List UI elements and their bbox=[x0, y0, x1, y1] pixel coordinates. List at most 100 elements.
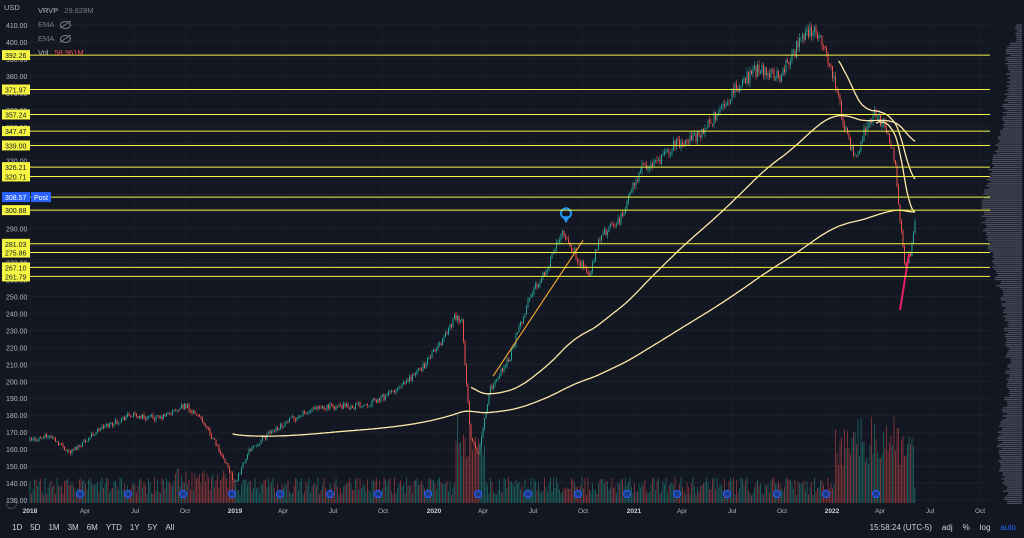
candle-body bbox=[217, 445, 218, 447]
volume-bar bbox=[463, 434, 464, 503]
candle-body bbox=[275, 427, 277, 432]
candle-body bbox=[331, 403, 332, 405]
volume-profile bbox=[981, 24, 1022, 505]
volume-bar bbox=[694, 486, 695, 503]
candle-body bbox=[722, 104, 724, 107]
range-button[interactable]: YTD bbox=[105, 522, 122, 532]
range-button[interactable]: 5Y bbox=[147, 522, 158, 532]
volume-bar bbox=[886, 426, 887, 503]
range-button[interactable]: 3M bbox=[67, 522, 79, 532]
volume-profile-bar bbox=[991, 162, 1022, 165]
log-toggle[interactable]: log bbox=[979, 522, 991, 532]
post-badge bbox=[31, 192, 51, 203]
volume-bar bbox=[610, 487, 611, 503]
candle-body bbox=[313, 408, 314, 410]
volume-bar bbox=[49, 484, 50, 503]
candle-body bbox=[778, 70, 779, 77]
price-tick-label: 380.00 bbox=[6, 74, 28, 81]
volume-bar bbox=[746, 477, 748, 503]
range-button[interactable]: 1D bbox=[12, 522, 23, 532]
volume-bar bbox=[176, 469, 178, 503]
volume-profile-bar bbox=[992, 170, 1022, 173]
volume-bar bbox=[272, 477, 274, 503]
volume-profile-bar bbox=[981, 205, 1022, 207]
volume-bar bbox=[836, 453, 838, 503]
candle-body bbox=[745, 78, 746, 84]
range-button[interactable]: 1M bbox=[48, 522, 60, 532]
volume-profile-bar bbox=[998, 460, 1022, 462]
volume-profile-bar bbox=[1015, 32, 1022, 34]
candle-body bbox=[379, 398, 380, 402]
candle-body bbox=[491, 385, 493, 389]
percent-toggle[interactable]: % bbox=[962, 522, 970, 532]
candle-body bbox=[265, 436, 266, 440]
volume-bar bbox=[140, 478, 142, 503]
volume-bar bbox=[838, 464, 839, 503]
volume-bar bbox=[254, 478, 256, 503]
settings-gear-icon[interactable] bbox=[6, 498, 17, 509]
volume-profile-bar bbox=[1003, 99, 1022, 102]
volume-bar bbox=[200, 483, 202, 503]
adj-toggle[interactable]: adj bbox=[941, 522, 953, 532]
volume-bar bbox=[664, 484, 665, 503]
time-tick-label: 2019 bbox=[228, 508, 243, 515]
candle-body bbox=[796, 41, 797, 58]
auto-toggle[interactable]: auto bbox=[1000, 522, 1016, 532]
candle-body bbox=[437, 344, 439, 350]
range-button[interactable]: 6M bbox=[86, 522, 98, 532]
volume-bar bbox=[152, 493, 154, 503]
legend-ema-1[interactable]: EMA bbox=[38, 18, 93, 32]
level-price-badge bbox=[2, 109, 30, 120]
clock-time[interactable]: 15:58:24 (UTC-5) bbox=[869, 522, 932, 532]
volume-bar bbox=[631, 486, 632, 503]
volume-bar bbox=[668, 485, 670, 503]
volume-profile-bar bbox=[998, 439, 1022, 441]
candle-body bbox=[308, 411, 310, 413]
volume-bar bbox=[562, 491, 563, 503]
candle-body bbox=[910, 253, 911, 256]
volume-bar bbox=[571, 477, 572, 503]
volume-profile-bar bbox=[1008, 388, 1022, 391]
range-button[interactable]: All bbox=[165, 522, 175, 532]
level-price-text: 308.57 bbox=[5, 195, 27, 202]
candle-body bbox=[517, 332, 518, 335]
hidden-eye-icon[interactable] bbox=[60, 35, 72, 43]
volume-profile-bar bbox=[981, 207, 1022, 209]
candle-body bbox=[31, 438, 32, 440]
volume-bar bbox=[598, 483, 599, 503]
time-tick-label: Oct bbox=[975, 508, 985, 515]
volume-bar bbox=[845, 448, 847, 503]
volume-bar bbox=[196, 479, 197, 503]
candle-body bbox=[229, 466, 230, 473]
volume-bar bbox=[38, 481, 40, 503]
time-tick-label: Apr bbox=[80, 508, 91, 515]
dividend-marker-icon bbox=[374, 490, 382, 498]
candle-body bbox=[50, 435, 52, 438]
volume-bar bbox=[755, 482, 757, 503]
volume-bar bbox=[830, 483, 832, 503]
candle-body bbox=[590, 271, 592, 276]
volume-bar bbox=[296, 478, 298, 503]
candle-body bbox=[721, 106, 722, 109]
candle-body bbox=[884, 121, 886, 129]
candle-body bbox=[616, 224, 617, 226]
legend-volume[interactable]: Vol 58.961M bbox=[38, 46, 93, 60]
legend-ema-2[interactable]: EMA bbox=[38, 32, 93, 46]
range-button[interactable]: 5D bbox=[30, 522, 41, 532]
hidden-eye-icon[interactable] bbox=[60, 21, 72, 29]
level-price-badge bbox=[2, 205, 30, 216]
candle-body bbox=[203, 421, 205, 425]
volume-bar bbox=[520, 489, 521, 503]
ema-1-label: EMA bbox=[38, 20, 55, 29]
volume-bar bbox=[752, 492, 754, 503]
volume-bar bbox=[757, 479, 758, 503]
volume-bar bbox=[773, 477, 775, 503]
volume-profile-bar bbox=[1007, 101, 1022, 104]
volume-bar bbox=[701, 485, 703, 503]
volume-profile-bar bbox=[998, 451, 1022, 454]
legend-vrvp[interactable]: VRVP 29.828M bbox=[38, 4, 93, 18]
range-button[interactable]: 1Y bbox=[129, 522, 140, 532]
time-tick-label: Apr bbox=[278, 508, 289, 515]
volume-profile-bar bbox=[1016, 36, 1022, 38]
